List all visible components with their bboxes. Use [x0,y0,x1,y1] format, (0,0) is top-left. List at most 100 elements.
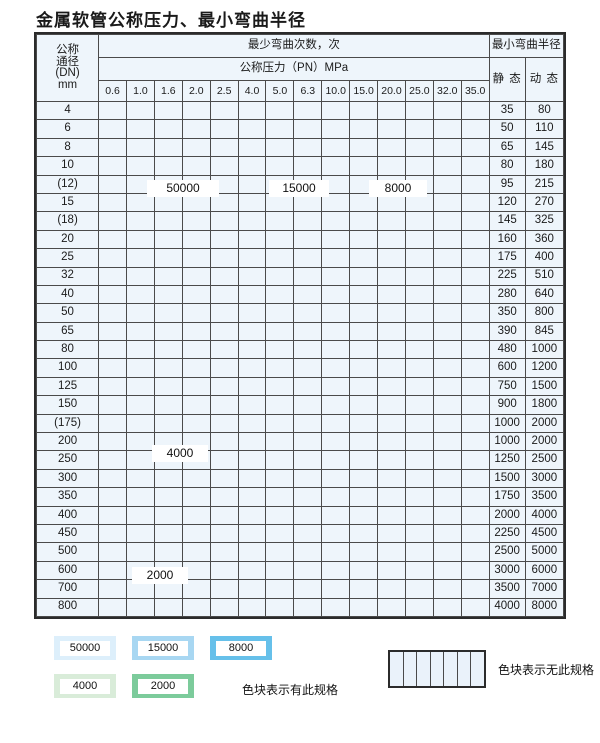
row-dn-label: 250 [35,450,100,470]
cell-r12-c12 [432,321,462,342]
cell-r15-c13 [460,376,490,397]
cell-r18-c4 [209,432,239,452]
cell-r6-c0 [98,211,128,231]
row-dynamic-radius: 6000 [524,560,565,581]
cell-r2-c13 [460,137,490,158]
cell-r21-c2 [153,487,183,507]
table-row: 150 900 1800 [35,395,565,415]
header-dn-line-2: (DN) [55,67,80,79]
cell-r9-c5 [237,266,267,286]
cell-r25-c6 [265,560,295,581]
table-row: 500 2500 5000 [35,542,565,562]
row-static-radius: 1500 [488,468,526,489]
header-dynamic: 动 态 [524,57,565,102]
cell-r8-c0 [98,248,128,268]
cell-r15-c7 [293,376,323,397]
cell-r0-c1 [126,100,155,121]
row-dynamic-radius: 2000 [524,413,565,434]
cell-r3-c0 [98,156,128,176]
cell-r9-c6 [265,266,295,286]
legend-chip-value: 50000 [60,640,110,656]
cell-r27-c13 [460,597,490,617]
cell-r25-c5 [237,560,267,581]
legend-chip-value: 4000 [60,678,110,694]
cell-r3-c13 [460,156,490,176]
cell-r20-c12 [432,468,462,489]
cell-r23-c1 [126,523,155,544]
cell-r18-c8 [321,432,351,452]
row-dn-label: (175) [35,413,100,434]
table-row: 15 120 270 [35,192,565,213]
cell-r2-c0 [98,137,128,158]
cell-r13-c3 [181,340,211,360]
cell-r6-c10 [377,211,406,231]
cell-r6-c4 [209,211,239,231]
cell-r20-c5 [237,468,267,489]
cell-r12-c3 [181,321,211,342]
cell-r23-c7 [293,523,323,544]
row-dynamic-radius: 325 [524,211,565,231]
cell-r25-c10 [377,560,406,581]
table-row: 4 35 80 [35,100,565,121]
cell-r11-c5 [237,303,267,323]
cell-r17-c13 [460,413,490,434]
cell-r17-c5 [237,413,267,434]
cell-r12-c8 [321,321,351,342]
cell-r0-c6 [265,100,295,121]
table-row: 350 1750 3500 [35,487,565,507]
cell-r15-c6 [265,376,295,397]
header-pressure-col-5.0: 5.0 [265,80,295,102]
cell-r0-c8 [321,100,351,121]
cell-r26-c6 [265,579,295,599]
row-dn-label: 50 [35,303,100,323]
cell-r2-c10 [377,137,406,158]
cell-r25-c12 [432,560,462,581]
value-callout-4000: 4000 [152,445,208,462]
cell-r15-c10 [377,376,406,397]
row-static-radius: 750 [488,376,526,397]
cell-r5-c2 [153,192,183,213]
cell-r16-c12 [432,395,462,415]
cell-r0-c11 [404,100,434,121]
cell-r19-c10 [377,450,406,470]
cell-r10-c12 [432,284,462,305]
cell-r7-c2 [153,229,183,250]
cell-r11-c4 [209,303,239,323]
cell-r25-c11 [404,560,434,581]
cell-r12-c9 [349,321,379,342]
table-row: 6 50 110 [35,119,565,139]
row-static-radius: 600 [488,358,526,378]
row-dn-label: 20 [35,229,100,250]
cell-r10-c10 [377,284,406,305]
cell-r11-c6 [265,303,295,323]
row-static-radius: 3000 [488,560,526,581]
cell-r1-c12 [432,119,462,139]
row-dn-label: 80 [35,340,100,360]
row-dn-label: 500 [35,542,100,562]
header-pressure-col-0.6: 0.6 [98,80,128,102]
cell-r26-c4 [209,579,239,599]
page-title: 金属软管公称压力、最小弯曲半径 [36,11,306,30]
row-dn-label: 100 [35,358,100,378]
cell-r14-c2 [153,358,183,378]
cell-r17-c6 [265,413,295,434]
cell-r4-c5 [237,174,267,194]
cell-r8-c4 [209,248,239,268]
cell-r9-c7 [293,266,323,286]
row-dynamic-radius: 1000 [524,340,565,360]
row-dynamic-radius: 510 [524,266,565,286]
cell-r10-c2 [153,284,183,305]
cell-r2-c1 [126,137,155,158]
cell-r22-c13 [460,505,490,525]
cell-r27-c2 [153,597,183,617]
header-min-radius: 最小弯曲半径 [488,34,565,58]
cell-r27-c7 [293,597,323,617]
cell-r24-c3 [181,542,211,562]
cell-r5-c1 [126,192,155,213]
table-row: 25 175 400 [35,248,565,268]
cell-r22-c7 [293,505,323,525]
cell-r19-c13 [460,450,490,470]
cell-r3-c5 [237,156,267,176]
cell-r18-c10 [377,432,406,452]
table-row: 40 280 640 [35,284,565,305]
